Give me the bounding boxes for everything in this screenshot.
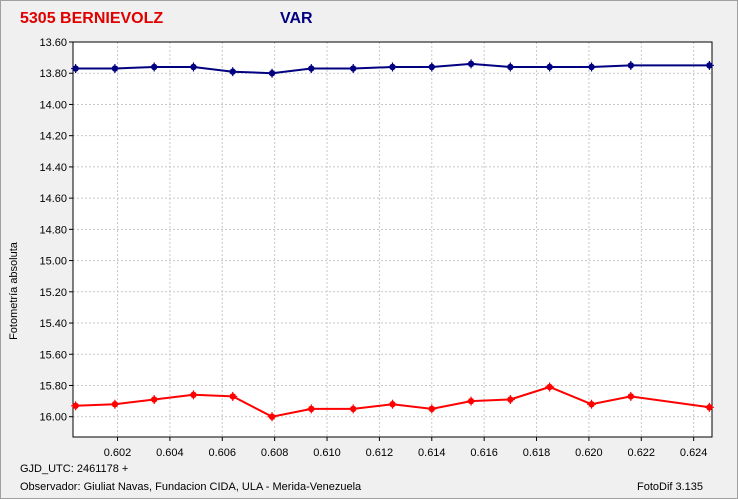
- y-tick-label: 14.40: [39, 162, 67, 174]
- observer-label: Observador: Giuliat Navas, Fundacion CID…: [20, 481, 362, 493]
- y-tick-label: 15.20: [39, 287, 67, 299]
- x-tick-label: 0.612: [366, 447, 394, 459]
- plot-border: [72, 41, 713, 438]
- y-tick-label: 15.80: [39, 380, 67, 392]
- x-tick-label: 0.622: [628, 447, 656, 459]
- x-tick-label: 0.624: [680, 447, 708, 459]
- y-tick-label: 14.60: [39, 193, 67, 205]
- y-tick-label: 15.00: [39, 256, 67, 268]
- version-label: FotoDif 3.135: [637, 481, 704, 493]
- y-tick-label: 16.00: [39, 412, 67, 424]
- gjd-label: GJD_UTC: 2461178 +: [20, 463, 129, 475]
- y-tick-label: 14.80: [39, 224, 67, 236]
- y-tick-label: 15.40: [39, 318, 67, 330]
- x-tick-label: 0.620: [575, 447, 603, 459]
- plot-area: [73, 42, 712, 437]
- y-tick-label: 13.60: [39, 37, 67, 49]
- x-tick-label: 0.608: [261, 447, 289, 459]
- chart-title: 5305 BERNIEVOLZ: [20, 10, 164, 27]
- y-tick-label: 14.20: [39, 131, 67, 143]
- x-tick-label: 0.614: [418, 447, 446, 459]
- chart-subtitle: VAR: [280, 10, 313, 27]
- y-tick-label: 13.80: [39, 68, 67, 80]
- x-tick-label: 0.602: [104, 447, 132, 459]
- x-tick-label: 0.618: [523, 447, 551, 459]
- series-line: [75, 62, 710, 75]
- x-tick-label: 0.604: [156, 447, 184, 459]
- x-tick-label: 0.610: [313, 447, 341, 459]
- x-tick-label: 0.616: [470, 447, 498, 459]
- y-tick-label: 15.60: [39, 349, 67, 361]
- series-line: [75, 385, 710, 418]
- x-tick-label: 0.606: [209, 447, 237, 459]
- y-tick-label: 14.00: [39, 99, 67, 111]
